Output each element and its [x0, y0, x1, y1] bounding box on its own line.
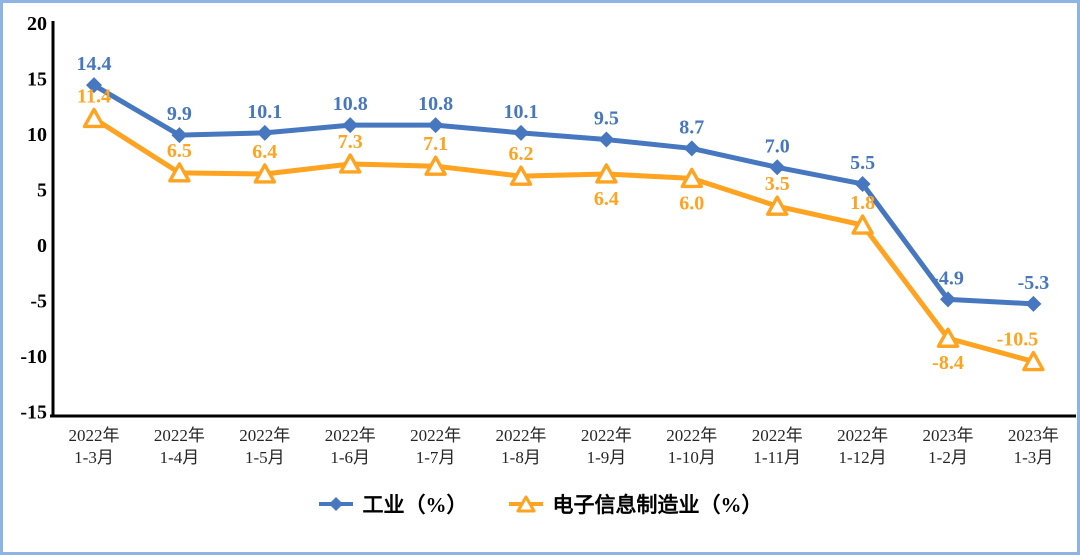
legend-item-industry[interactable]: 工业（%） [318, 489, 468, 519]
data-point-electronics[interactable] [82, 107, 106, 129]
legend-label-electronics: 电子信息制造业（%） [552, 493, 763, 517]
data-point-industry[interactable] [427, 117, 444, 134]
data-point-industry[interactable] [86, 77, 102, 94]
data-point-electronics[interactable] [936, 327, 960, 348]
data-point-electronics[interactable] [509, 165, 533, 186]
data-label: 7.3 [338, 131, 363, 153]
legend-item-electronics[interactable]: 电子信息制造业（%） [508, 489, 763, 519]
legend-label-industry: 工业（%） [362, 493, 468, 517]
data-point-industry[interactable] [598, 131, 615, 148]
y-tick-label: 0 [37, 235, 47, 257]
data-point-industry[interactable] [513, 124, 529, 141]
data-label: 10.8 [418, 93, 453, 115]
line-chart-plot: 20 15 10 5 0 -5 -10 -15 2022年 1-3月 2022年 1-4月 2022年 1… [20, 13, 1076, 467]
x-category-label: 2023年 1-3月 [1008, 426, 1059, 467]
x-category-label: 2022年 1-5月 [239, 426, 290, 467]
data-label: 3.5 [765, 173, 790, 195]
data-label: 6.0 [679, 192, 704, 214]
data-label: -4.9 [932, 267, 964, 289]
x-category-label: 2022年 1-8月 [496, 426, 547, 467]
x-category-label: 2022年 1-11月 [752, 426, 803, 467]
data-label: 6.2 [509, 143, 534, 165]
data-point-electronics[interactable] [424, 155, 447, 176]
x-category-label: 2022年 1-7月 [410, 426, 461, 467]
x-category-label: 2022年 1-12月 [837, 426, 888, 467]
data-label: 7.1 [423, 133, 448, 155]
y-tick-label: -5 [30, 291, 47, 313]
data-point-industry[interactable] [171, 127, 188, 144]
x-category-label: 2022年 1-9月 [581, 426, 632, 467]
y-tick-label: 5 [37, 180, 47, 202]
data-label: -10.5 [997, 329, 1039, 351]
x-category-label: 2022年 1-6月 [325, 426, 376, 467]
y-tick-label: -10 [20, 346, 47, 368]
x-category-label: 2023年 1-2月 [923, 426, 974, 467]
data-label: 6.4 [594, 188, 619, 210]
data-label: 8.7 [679, 116, 704, 138]
y-tick-label: 20 [27, 13, 47, 35]
data-point-industry[interactable] [1025, 295, 1042, 312]
data-label: 11.4 [77, 85, 111, 107]
chart-legend: 工业（%） 电子信息制造业（%） [3, 489, 1077, 519]
data-label: 10.1 [504, 101, 539, 123]
data-label: 5.5 [850, 152, 875, 174]
data-point-industry[interactable] [854, 175, 871, 192]
data-label: 6.5 [167, 140, 192, 162]
data-label: 10.1 [247, 101, 282, 123]
data-label: 1.8 [850, 192, 875, 214]
data-label: 6.4 [252, 141, 277, 163]
data-point-electronics[interactable] [680, 167, 703, 189]
data-point-electronics[interactable] [1022, 350, 1045, 372]
data-label: 7.0 [765, 135, 790, 157]
data-point-electronics[interactable] [851, 214, 874, 235]
x-category-label: 2022年 1-10月 [666, 426, 717, 467]
data-point-electronics[interactable] [253, 163, 276, 184]
y-tick-label: -15 [20, 402, 47, 424]
data-point-industry[interactable] [256, 124, 273, 141]
data-point-industry[interactable] [940, 291, 956, 308]
x-category-label: 2022年 1-4月 [154, 426, 205, 467]
series-line-1 [91, 115, 1036, 365]
data-label: 9.9 [167, 103, 192, 125]
data-point-electronics[interactable] [339, 153, 362, 174]
data-point-industry[interactable] [769, 159, 786, 176]
data-label: 10.8 [333, 93, 368, 115]
series-line-0 [91, 82, 1036, 307]
y-tick-label: 10 [27, 124, 47, 146]
data-label: 9.5 [594, 108, 619, 130]
data-label: 14.4 [77, 53, 112, 75]
data-point-industry[interactable] [342, 117, 359, 134]
data-label: -5.3 [1018, 272, 1050, 294]
x-category-label: 2022年 1-3月 [69, 426, 120, 467]
data-point-electronics[interactable] [766, 195, 789, 216]
data-point-electronics[interactable] [595, 163, 618, 184]
data-label: -8.4 [932, 352, 964, 374]
industry-diamond-marker-icon [318, 497, 353, 511]
data-point-industry[interactable] [683, 140, 700, 157]
electronics-triangle-marker-icon [508, 495, 543, 513]
y-tick-label: 15 [27, 69, 47, 91]
data-point-electronics[interactable] [168, 162, 191, 183]
